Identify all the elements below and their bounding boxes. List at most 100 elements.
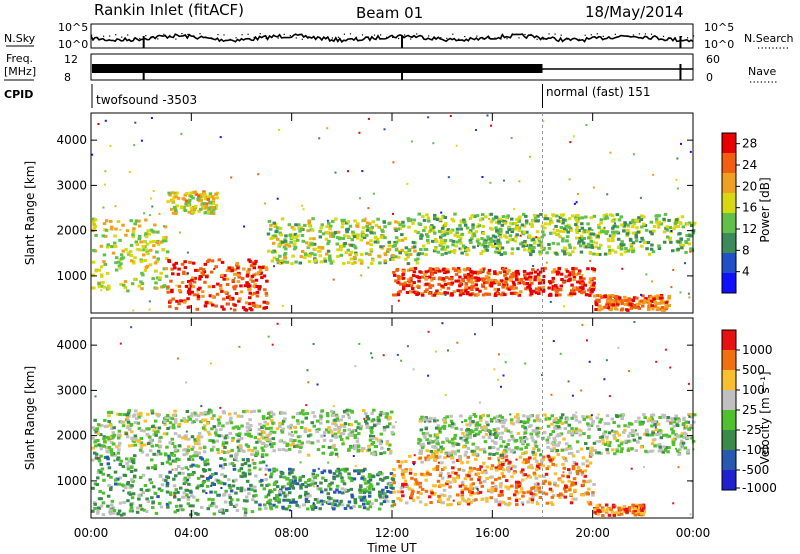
- heatmap-cell: [137, 427, 142, 431]
- heatmap-cell: [157, 413, 161, 417]
- heatmap-cell: [513, 227, 518, 231]
- heatmap-cell: [365, 233, 369, 237]
- heatmap-cell: [500, 453, 504, 457]
- heatmap-cell: [441, 468, 445, 471]
- heatmap-cell: [571, 482, 575, 486]
- heatmap-cell: [559, 288, 563, 292]
- heatmap-cell: [230, 498, 234, 502]
- heatmap-cell: [177, 289, 182, 292]
- heatmap-cell: [453, 479, 457, 483]
- heatmap-cell: [459, 247, 463, 251]
- heatmap-cell: [356, 444, 361, 448]
- heatmap-cell: [260, 454, 265, 458]
- heatmap-cell: [164, 274, 169, 278]
- heatmap-cell: [155, 443, 159, 447]
- heatmap-cell: [160, 462, 165, 466]
- heatmap-cell: [315, 497, 320, 501]
- heatmap-cell: [331, 434, 335, 438]
- heatmap-cell: [510, 484, 514, 488]
- heatmap-cell: [466, 502, 471, 506]
- heatmap-cell: [264, 306, 268, 309]
- heatmap-cell: [197, 414, 201, 418]
- heatmap-cell: [598, 253, 602, 256]
- heatmap-cell: [519, 234, 522, 237]
- heatmap-cell: [99, 504, 104, 508]
- heatmap-cell: [267, 249, 271, 253]
- heatmap-cell: [125, 229, 130, 233]
- heatmap-cell: [539, 212, 543, 216]
- heatmap-cell: [597, 304, 602, 308]
- heatmap-cell: [676, 224, 681, 228]
- heatmap-cell: [300, 426, 304, 429]
- heatmap-cell: [130, 430, 134, 434]
- heatmap-cell: [151, 506, 155, 510]
- heatmap-cell: [336, 230, 341, 234]
- heatmap-cell: [460, 483, 465, 487]
- heatmap-cell: [576, 214, 580, 218]
- heatmap-cell: [246, 270, 250, 274]
- heatmap-cell: [588, 415, 592, 419]
- heatmap-cell: [294, 260, 298, 264]
- heatmap-cell: [327, 430, 331, 434]
- heatmap-cell: [389, 258, 393, 261]
- heatmap-cell: [399, 282, 403, 286]
- heatmap-cell: [150, 411, 155, 415]
- heatmap-cell: [190, 473, 194, 477]
- heatmap-cell: [214, 505, 218, 509]
- heatmap-cell: [312, 242, 317, 246]
- heatmap-cell: [553, 472, 558, 476]
- heatmap-cell: [490, 464, 495, 468]
- heatmap-cell: [225, 283, 230, 286]
- heatmap-cell: [145, 488, 149, 492]
- heatmap-cell: [504, 445, 508, 449]
- heatmap-cell: [492, 239, 496, 243]
- heatmap-cell: [148, 308, 151, 311]
- heatmap-cell: [367, 222, 372, 226]
- heatmap-cell: [511, 280, 516, 284]
- heatmap-cell: [439, 242, 444, 246]
- heatmap-cell: [573, 202, 576, 205]
- heatmap-cell: [324, 488, 328, 492]
- heatmap-cell: [433, 492, 437, 495]
- heatmap-cell: [537, 486, 541, 490]
- heatmap-cell: [372, 424, 377, 428]
- heatmap-cell: [561, 493, 565, 497]
- heatmap-cell: [581, 493, 585, 497]
- heatmap-cell: [404, 460, 408, 463]
- heatmap-cell: [543, 222, 548, 226]
- heatmap-cell: [239, 290, 244, 294]
- heatmap-cell: [239, 486, 244, 490]
- heatmap-cell: [373, 235, 378, 239]
- heatmap-cell: [229, 502, 233, 506]
- heatmap-cell: [339, 418, 343, 422]
- heatmap-cell: [512, 283, 516, 287]
- heatmap-cell: [398, 464, 402, 468]
- heatmap-cell: [680, 439, 684, 443]
- heatmap-cell: [661, 300, 666, 304]
- heatmap-cell: [459, 227, 463, 231]
- heatmap-cell: [94, 269, 98, 273]
- heatmap-cell: [217, 421, 222, 425]
- heatmap-cell: [405, 501, 409, 505]
- heatmap-cell: [310, 421, 314, 425]
- heatmap-cell: [592, 214, 597, 218]
- heatmap-cell: [245, 429, 250, 433]
- heatmap-cell: [149, 481, 154, 485]
- heatmap-cell: [174, 488, 178, 492]
- heatmap-cell: [443, 216, 448, 219]
- heatmap-cell: [370, 262, 374, 266]
- heatmap-cell: [529, 271, 533, 275]
- heatmap-cell: [580, 470, 585, 474]
- heatmap-cell: [468, 490, 472, 493]
- heatmap-cell: [415, 261, 420, 265]
- heatmap-cell: [123, 280, 128, 284]
- heatmap-cell: [378, 413, 383, 417]
- heatmap-cell: [181, 197, 185, 201]
- heatmap-cell: [296, 422, 300, 425]
- heatmap-cell: [318, 235, 323, 239]
- nsearch-point: [247, 33, 249, 35]
- heatmap-cell: [151, 230, 155, 234]
- heatmap-cell: [232, 285, 236, 289]
- heatmap-cell: [442, 424, 447, 428]
- heatmap-cell: [150, 117, 153, 119]
